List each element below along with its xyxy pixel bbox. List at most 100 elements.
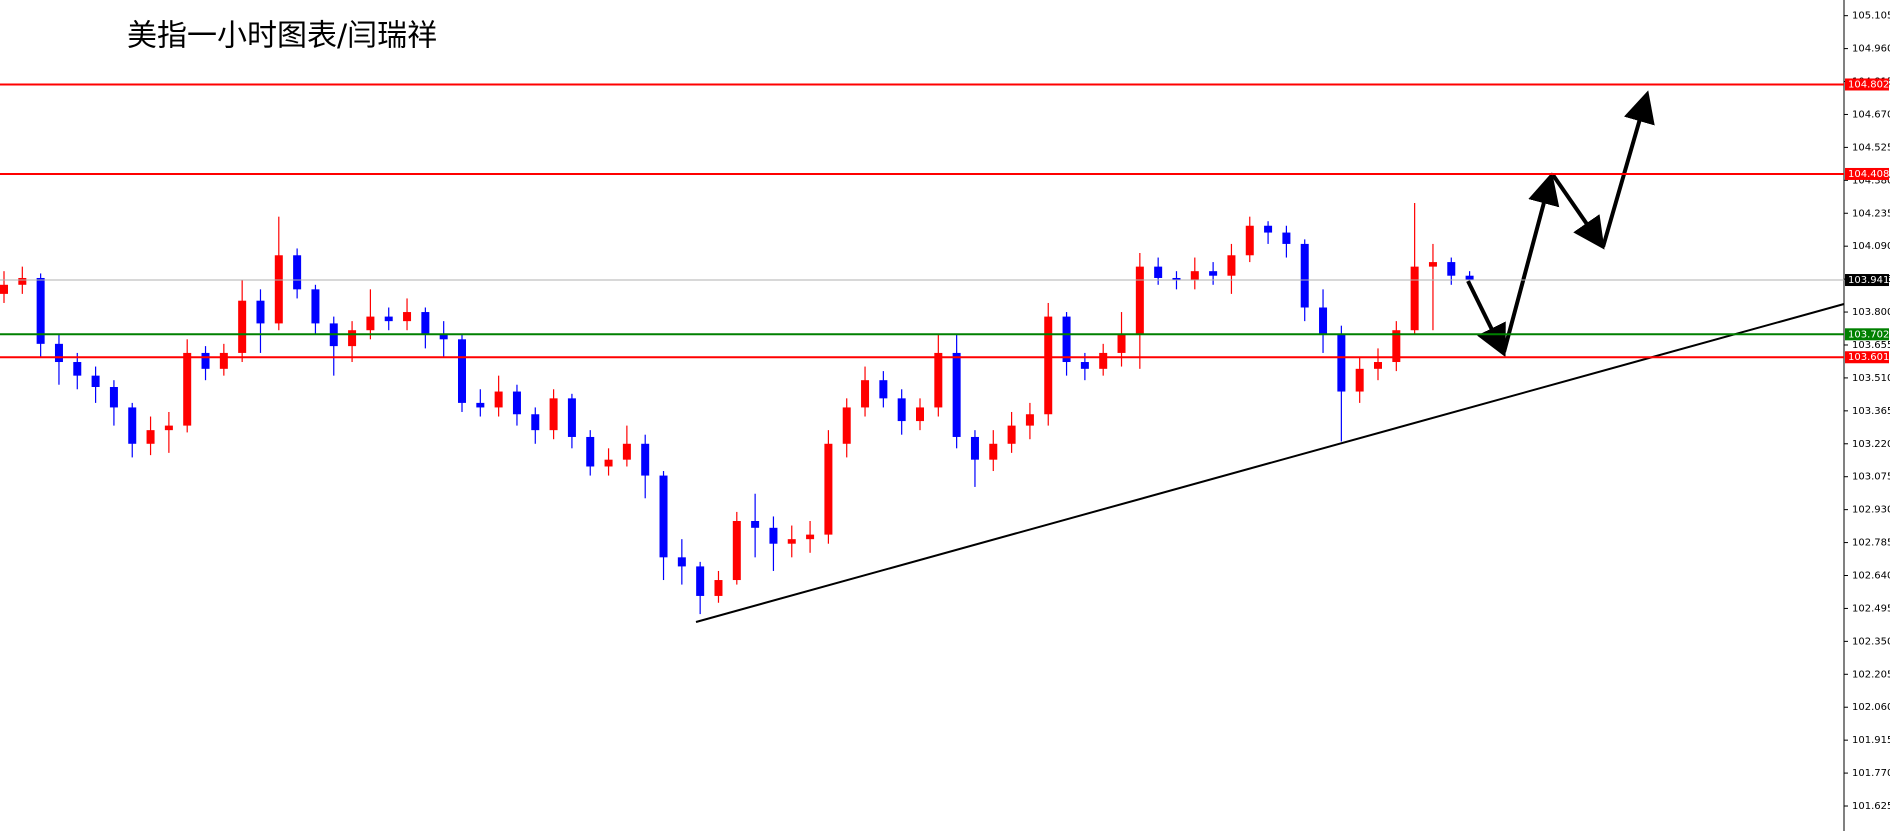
candle-body [109,386,118,408]
candle-body [1227,255,1236,276]
candle-body [1282,232,1291,244]
candle-body [531,414,540,431]
candle-body [1099,352,1108,369]
forecast-arrow [1466,280,1506,358]
forecast-arrow [1551,173,1605,250]
candle-body [0,284,8,294]
candle-body [256,300,265,324]
candle-body [18,277,27,285]
candle-body [91,375,100,387]
candle-body [1374,362,1382,369]
y-tick-label: 101.770 [1852,768,1890,779]
candle-body [238,300,247,353]
candle-body [36,277,45,344]
plot: 105.105104.960104.815104.670104.525104.3… [0,11,1890,812]
y-tick-label: 104.235 [1852,208,1890,219]
candle-body [201,352,210,369]
level-label: 104.802 [1848,79,1889,90]
candle-body [219,352,228,369]
candle-body [1190,271,1199,281]
candle-body [439,334,448,340]
candle-body [970,436,979,460]
candle-body [348,330,357,347]
level-label-box [1845,167,1889,180]
candle-body [751,520,760,528]
y-tick-label: 104.960 [1852,44,1890,55]
candle-body [1007,425,1016,444]
candle-body [293,255,302,290]
y-tick-label: 105.105 [1852,11,1890,22]
candle-body [274,255,283,324]
candle-body [989,443,998,460]
candle-body [311,289,320,324]
candle-body [897,398,906,422]
y-tick-label: 101.625 [1852,801,1890,812]
candle-body [476,402,485,408]
level-label-box [1845,274,1889,287]
candle-body [384,316,393,322]
level-label: 104.408 [1848,169,1889,180]
y-tick-label: 103.510 [1852,373,1890,384]
candle-body [128,407,137,444]
y-tick-label: 104.090 [1852,241,1890,252]
candle-body [696,566,705,596]
candle-body [677,557,686,567]
y-tick-label: 102.930 [1852,505,1890,516]
candle-body [1062,316,1071,363]
forecast-arrow [1601,90,1655,248]
y-tick-label: 102.060 [1852,702,1890,713]
candle-body [54,343,63,363]
candle-body [1245,225,1254,256]
candle-body [641,443,650,476]
y-tick-label: 101.915 [1852,735,1890,746]
level-label: 103.702 [1848,329,1889,340]
candle-body [1410,266,1419,331]
y-tick-label: 102.350 [1852,636,1890,647]
candle-body [146,430,155,444]
candle-body [1355,368,1364,392]
candle-body [1337,334,1346,392]
y-tick-label: 102.640 [1852,570,1890,581]
y-tick-label: 103.365 [1852,406,1890,417]
candle-body [183,352,192,426]
y-tick-label: 104.525 [1852,142,1890,153]
candle-body [1154,266,1163,278]
candle-body [1392,330,1401,363]
candle-body [1117,334,1126,353]
candle-body [916,407,924,422]
candle-body [1319,307,1328,335]
chart-title: 美指一小时图表/闫瑞祥 [127,19,437,54]
candle-body [366,316,375,331]
candle-body [73,362,82,376]
candle-body [622,443,631,460]
candle-body [1428,262,1437,267]
level-label: 103.941 [1848,275,1889,286]
candle-body [1025,414,1034,426]
candle-body [714,580,723,596]
candle-body [494,391,503,408]
forecast-arrow [1502,172,1560,353]
level-label-box [1845,328,1889,341]
y-tick-label: 102.205 [1852,669,1890,680]
candle-body [1447,262,1456,276]
candle-body [512,391,521,415]
candle-body [549,398,558,431]
candle-body [732,520,741,581]
candle-body [842,407,851,444]
candle-body [879,380,888,399]
candle-body [458,339,466,403]
candle-body [1044,316,1053,415]
candle-body [1080,362,1089,369]
level-label-box [1845,351,1889,364]
y-tick-label: 104.380 [1852,175,1890,186]
y-tick-label: 103.220 [1852,439,1890,450]
candle-body [164,425,173,431]
candle-body [586,436,595,467]
y-tick-label: 102.495 [1852,603,1890,614]
y-tick-label: 104.670 [1852,109,1890,120]
y-tick-label: 103.075 [1852,472,1890,483]
candle-body [659,475,668,558]
candle-body [806,534,815,540]
